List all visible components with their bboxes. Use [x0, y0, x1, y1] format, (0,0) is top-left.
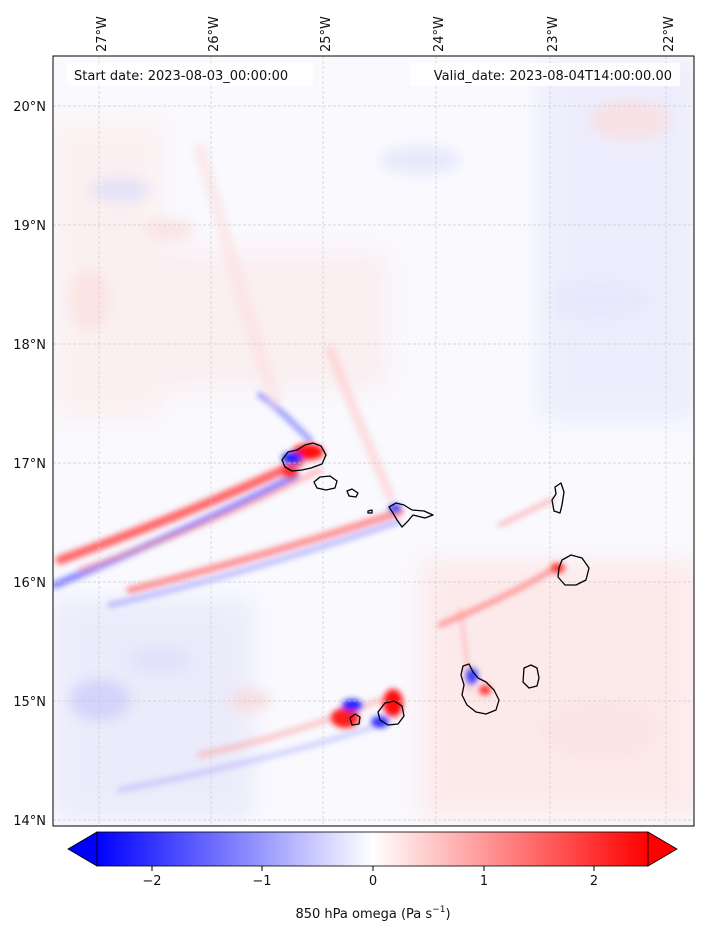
colorbar-tick-label: 1 [480, 874, 488, 889]
coastline-boa-vista [557, 554, 590, 586]
omega-island-dipoles [282, 444, 565, 728]
colorbar-ticks: −2 −1 0 1 2 [142, 866, 598, 889]
island-coastlines [281, 442, 590, 726]
omega-field [53, 56, 694, 826]
lat-tick-label: 19°N [13, 219, 46, 234]
longitude-ticks: 27°W 26°W 25°W 24°W 23°W 22°W [95, 16, 677, 52]
map-frame [52, 55, 695, 827]
colorbar-tick-label: −1 [252, 874, 271, 889]
lat-tick-label: 15°N [13, 695, 46, 710]
map-gridlines [53, 56, 694, 826]
lon-tick-label: 26°W [207, 16, 222, 52]
valid-date-label: Valid_date: 2023-08-04T14:00:00.00 [434, 69, 672, 84]
coastline-sao-vicente [313, 475, 338, 491]
omega-noise [70, 100, 670, 760]
lat-tick-label: 16°N [13, 576, 46, 591]
valid-date-box: Valid_date: 2023-08-04T14:00:00.00 [410, 63, 680, 86]
lon-tick-label: 22°W [662, 16, 677, 52]
lat-tick-label: 18°N [13, 338, 46, 353]
colorbar-tick-label: −2 [142, 874, 161, 889]
lon-tick-label: 25°W [319, 16, 334, 52]
colorbar-label: 850 hPa omega (Pa s−1) [295, 905, 450, 922]
coastline-fogo [377, 700, 405, 726]
coastline-brava [349, 713, 361, 726]
lon-tick-label: 23°W [546, 16, 561, 52]
start-date-box: Start date: 2023-08-03_00:00:00 [67, 63, 313, 86]
coastline-branco [367, 509, 373, 514]
coastline-santo-antao [281, 442, 327, 472]
colorbar-high-extend [647, 831, 678, 867]
lon-tick-label: 24°W [432, 16, 447, 52]
lat-tick-label: 14°N [13, 814, 46, 829]
lat-tick-label: 20°N [13, 100, 46, 115]
colorbar: −2 −1 0 1 2 850 hPa omega (Pa s−1) [67, 831, 678, 922]
coastline-sao-nicolau [388, 502, 434, 528]
colorbar-tick-label: 0 [369, 874, 377, 889]
coastline-maio [522, 664, 540, 689]
lat-tick-label: 17°N [13, 457, 46, 472]
colorbar-tick-label: 2 [590, 874, 598, 889]
coastline-santiago [460, 663, 500, 715]
coastline-santa-luzia [346, 488, 359, 498]
latitude-ticks: 20°N 19°N 18°N 17°N 16°N 15°N 14°N [13, 100, 46, 829]
colorbar-low-extend [67, 831, 98, 867]
lon-tick-label: 27°W [95, 16, 110, 52]
start-date-label: Start date: 2023-08-03_00:00:00 [74, 69, 288, 84]
colorbar-body [96, 831, 649, 867]
coastline-sal [551, 482, 565, 514]
map-panel: Start date: 2023-08-03_00:00:00 Valid_da… [13, 16, 695, 829]
